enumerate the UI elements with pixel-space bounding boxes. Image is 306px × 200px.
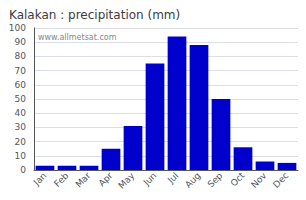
svg-text:Oct: Oct: [228, 170, 246, 188]
svg-text:Jun: Jun: [141, 170, 159, 188]
svg-text:80: 80: [15, 51, 27, 61]
svg-text:20: 20: [15, 137, 27, 147]
svg-text:Jan: Jan: [31, 170, 49, 188]
svg-text:May: May: [116, 170, 137, 191]
svg-text:100: 100: [9, 23, 26, 33]
svg-text:30: 30: [15, 122, 27, 132]
svg-text:Sep: Sep: [205, 170, 224, 189]
svg-text:Mar: Mar: [73, 170, 92, 189]
svg-text:Jul: Jul: [165, 170, 180, 185]
svg-text:60: 60: [15, 80, 27, 90]
svg-text:Apr: Apr: [96, 170, 114, 188]
svg-text:Feb: Feb: [52, 170, 71, 189]
svg-text:Dec: Dec: [271, 170, 290, 189]
svg-text:Kalakan : precipitation (mm): Kalakan : precipitation (mm): [9, 8, 180, 22]
svg-text:50: 50: [15, 94, 27, 104]
svg-text:70: 70: [15, 66, 27, 76]
svg-text:www.allmetsat.com: www.allmetsat.com: [38, 33, 117, 42]
svg-text:Aug: Aug: [183, 170, 202, 189]
svg-text:10: 10: [15, 151, 27, 161]
svg-text:0: 0: [20, 165, 26, 175]
svg-text:40: 40: [15, 108, 27, 118]
svg-text:Nov: Nov: [249, 170, 269, 190]
svg-text:90: 90: [15, 37, 27, 47]
